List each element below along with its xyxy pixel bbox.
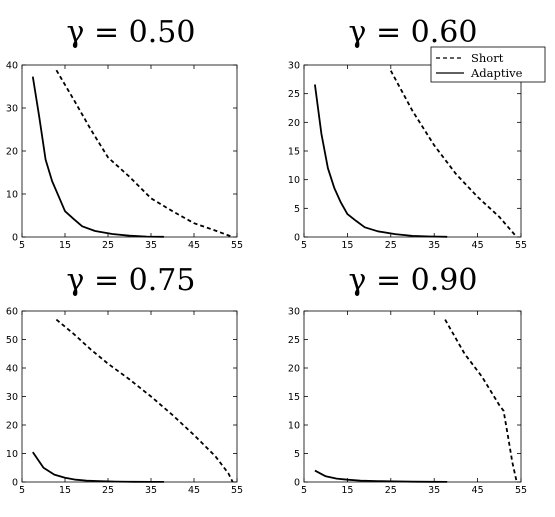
x-tick-label: 55 [231,485,243,496]
x-tick-label: 35 [145,240,157,251]
x-tick-label: 45 [188,240,200,251]
y-tick-label: 30 [288,61,300,72]
chart-panel-1: γ = 0.50 5 15 25 35 45 55 0 10 20 30 40 [6,15,243,251]
y-tick-label: 40 [6,364,18,375]
x-tick-label: 25 [102,240,114,251]
x-tick-label: 55 [515,240,527,251]
x-tick-label: 45 [472,485,484,496]
y-tick-label: 20 [288,118,300,129]
series-line-short [444,319,518,483]
x-tick-label: 25 [385,240,397,251]
chart-panel-2: γ = 0.605 15 25 35 45 55051015202530ShortAdap… [288,15,546,251]
y-tick-label: 10 [6,190,18,201]
panel-title: γ = 0.75 [67,263,196,298]
x-tick-label: 5 [301,240,307,251]
panel-title: γ = 0.50 [67,15,196,50]
y-tick-label: 40 [6,61,18,72]
chart-panel-3: γ = 0.75 5 15 25 35 45 55 0 10 20 30 40 50 60 [6,263,243,496]
panel-title: γ = 0.90 [349,263,478,298]
y-tick-label: 30 [288,307,300,318]
x-tick-label: 35 [428,240,440,251]
series-line-short [55,318,234,483]
series-line-adaptive [31,76,164,238]
x-tick-label: 15 [59,240,71,251]
y-tick-label: 10 [288,421,300,432]
y-tick-label: 20 [288,364,300,375]
x-tick-label: 45 [188,485,200,496]
y-tick-label: 25 [288,335,300,346]
y-tick-label: 25 [288,89,300,100]
x-tick-label: 35 [145,485,157,496]
x-tick-label: 15 [59,485,71,496]
y-tick-label: 5 [294,449,300,460]
panel-title: γ = 0.60 [349,15,478,50]
legend-label-adaptive: Adaptive [470,66,523,80]
y-tick-label: 0 [294,233,300,244]
y-tick-label: 30 [6,392,18,403]
y-tick-label: 30 [6,104,18,115]
series-line-adaptive [32,451,164,483]
series-line-short [55,69,234,238]
plot-frame [21,64,238,238]
plot-frame [21,310,238,483]
legend-box [430,46,546,83]
y-tick-label: 5 [294,204,300,215]
series-line-adaptive [314,469,448,483]
y-tick-label: 0 [12,233,18,244]
y-tick-label: 15 [288,147,300,158]
y-tick-label: 50 [6,335,18,346]
plot-frame [303,310,522,483]
y-tick-label: 0 [294,478,300,489]
y-tick-label: 0 [12,478,18,489]
x-tick-label: 45 [472,240,484,251]
y-tick-label: 60 [6,307,18,318]
y-tick-label: 10 [288,175,300,186]
y-tick-label: 10 [6,449,18,460]
series-line-short [390,70,518,238]
series-line-adaptive [314,84,448,238]
x-tick-label: 15 [341,240,353,251]
x-tick-label: 5 [301,485,307,496]
y-tick-label: 20 [6,421,18,432]
x-tick-label: 5 [19,485,25,496]
legend-label-short: Short [471,51,504,65]
x-tick-label: 55 [231,240,243,251]
x-tick-label: 25 [385,485,397,496]
y-tick-label: 15 [288,392,300,403]
x-tick-label: 55 [515,485,527,496]
x-tick-label: 15 [341,485,353,496]
y-tick-label: 20 [6,147,18,158]
x-tick-label: 5 [19,240,25,251]
plot-frame [303,64,522,238]
x-tick-label: 25 [102,485,114,496]
x-tick-label: 35 [428,485,440,496]
